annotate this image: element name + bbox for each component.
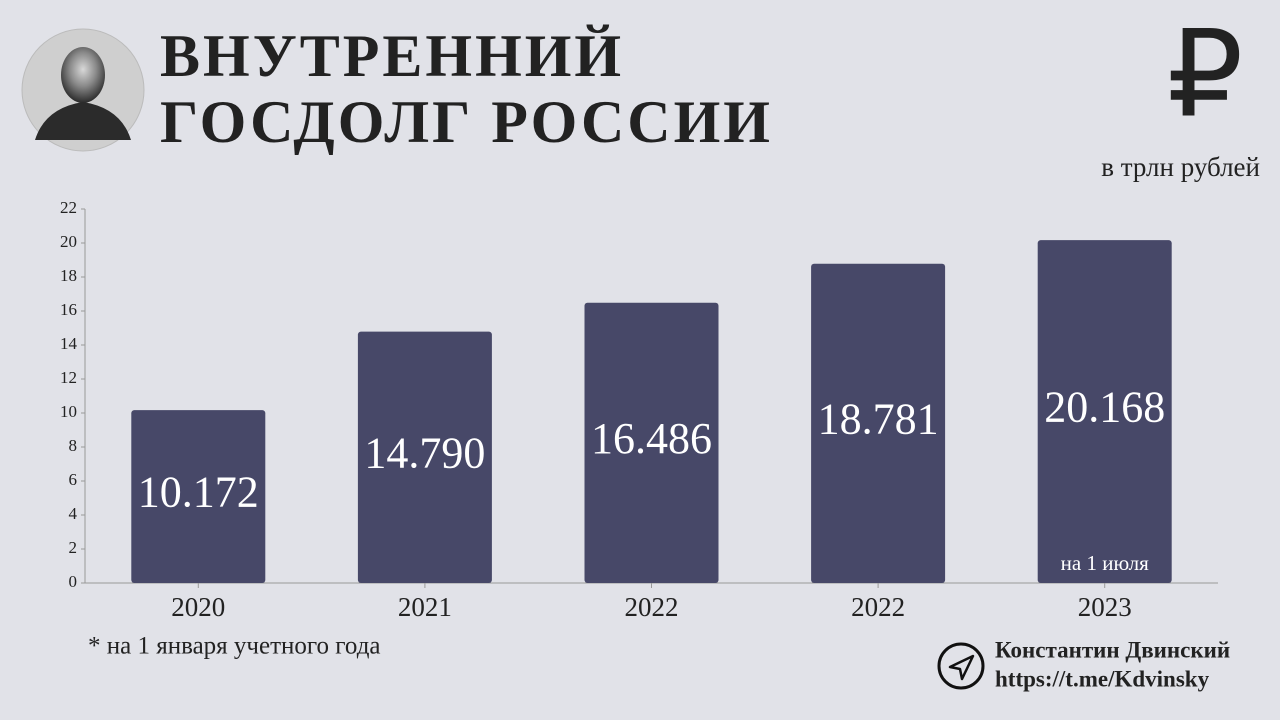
bar	[357, 331, 492, 583]
y-tick-label: 6	[69, 470, 78, 489]
y-tick-label: 8	[69, 436, 78, 455]
x-tick-label: 2023	[1078, 592, 1132, 622]
x-tick-label: 2020	[171, 592, 225, 622]
subtitle: в трлн рублей	[1101, 152, 1260, 182]
x-tick-label: 2022	[851, 592, 905, 622]
link: https://t.me/Kdvinsky	[995, 666, 1210, 691]
footnote: * на 1 января учетного года	[88, 633, 381, 660]
telegram-icon	[937, 642, 985, 690]
bar	[1037, 240, 1172, 584]
bar-note: на 1 июля	[1061, 551, 1149, 575]
y-tick-label: 2	[69, 538, 78, 557]
y-tick-label: 14	[60, 334, 78, 353]
chart-title: ГОСДОЛГ РОССИИ	[160, 89, 773, 155]
chart-title: ВНУТРЕННИЙ	[160, 23, 624, 89]
x-tick-label: 2021	[398, 592, 452, 622]
y-tick-label: 16	[60, 300, 77, 319]
y-tick-label: 22	[60, 198, 77, 217]
currency-symbol: ₽	[1167, 9, 1243, 142]
bar	[131, 410, 266, 583]
value-label: 14.790	[364, 428, 485, 477]
value-label: 20.168	[1044, 383, 1165, 432]
y-tick-label: 12	[60, 368, 77, 387]
bar	[584, 302, 719, 583]
value-label: 10.172	[138, 468, 259, 517]
y-tick-label: 20	[60, 232, 77, 251]
y-tick-label: 4	[69, 504, 78, 523]
portrait	[21, 28, 145, 152]
bar	[811, 263, 946, 583]
author: Константин Двинский	[995, 637, 1230, 662]
x-tick-label: 2022	[625, 592, 679, 622]
value-label: 18.781	[818, 394, 939, 443]
y-tick-label: 0	[69, 572, 78, 591]
value-label: 16.486	[591, 414, 712, 463]
y-tick-label: 18	[60, 266, 77, 285]
y-tick-label: 10	[60, 402, 77, 421]
